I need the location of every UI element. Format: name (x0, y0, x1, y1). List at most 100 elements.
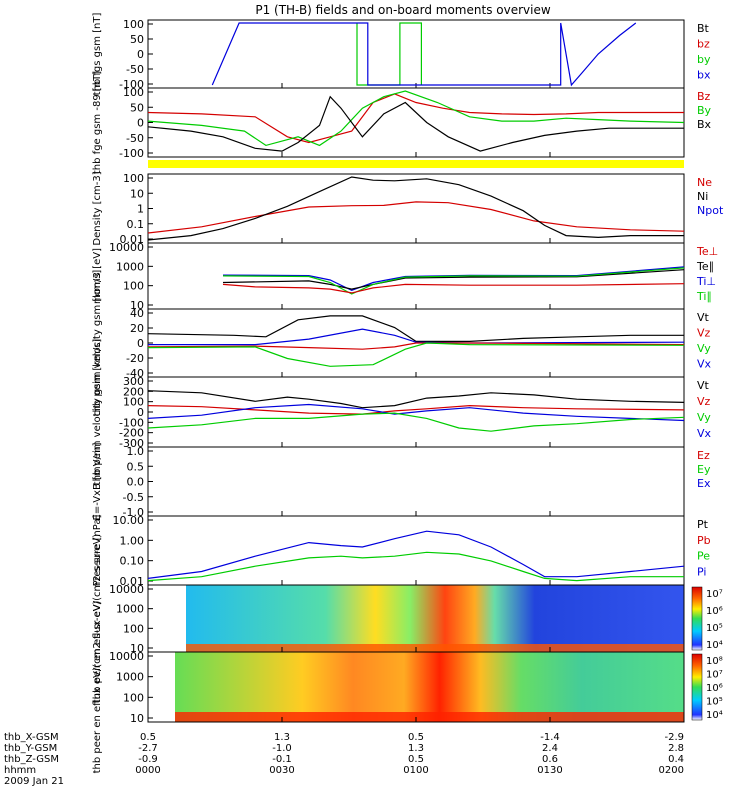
series-line-Bx (147, 95, 684, 152)
y-tick-label: 10 (130, 642, 144, 655)
y-tick-label: 10000 (109, 650, 144, 663)
y-tick-label: 1000 (116, 260, 144, 273)
footer-value: 0030 (269, 765, 294, 776)
y-axis-label: Pressure [nPa] (92, 515, 103, 587)
y-tick-label: 10 (130, 299, 144, 312)
legend-entry: Pb (697, 534, 711, 547)
y-tick-label: 0.1 (127, 218, 145, 231)
y-axis-label: thb peim velocity gsm [km/s] (92, 270, 103, 417)
y-tick-label: 0.01 (120, 575, 145, 588)
y-tick-label: 10 (130, 187, 144, 200)
spectrogram (175, 652, 684, 722)
y-tick-label: -1.0 (123, 506, 144, 519)
legend-entry: Te⊥ (696, 245, 718, 258)
y-tick-label: 0.0 (127, 476, 145, 489)
series-line-Pi (147, 530, 685, 579)
footer-value: -0.1 (272, 754, 292, 765)
y-axis-label: thb fgs gsm [nT] (92, 13, 103, 96)
footer-value: 2.8 (668, 743, 684, 754)
colorbar-tick-label: 10⁴ (706, 710, 723, 721)
footer-value: 0130 (537, 765, 562, 776)
y-tick-label: 200 (123, 385, 144, 398)
series-line-Te⊥ (222, 283, 685, 294)
y-tick-label: 0 (137, 406, 144, 419)
y-tick-label: 0.10 (120, 555, 145, 568)
legend-entry: Ne (697, 176, 712, 189)
y-tick-label: 0 (137, 48, 144, 61)
spectrogram-low-energy-band (175, 712, 684, 722)
legend-entry: Vx (697, 358, 712, 371)
footer-row-label: thb_Z-GSM (4, 754, 59, 765)
footer-value: -1.0 (272, 743, 292, 754)
footer-value: -2.9 (664, 732, 684, 743)
legend-entry: Ti⊥ (696, 275, 716, 288)
footer-row-label: 2009 Jan 21 (4, 776, 64, 787)
legend-entry: Bz (697, 90, 711, 103)
y-tick-label: 100 (123, 622, 144, 635)
panel-1: 100 50 0 -50 -100 thb fgs gsm [nT] Bt bz by bx (92, 13, 711, 96)
y-tick-label: -100 (119, 147, 144, 160)
legend-entry: Bt (697, 22, 710, 35)
legend-entry: Ey (697, 463, 711, 476)
y-tick-label: 40 (130, 307, 144, 320)
legend-entry: Pt (697, 518, 709, 531)
colorbar (691, 653, 703, 721)
footer-value: 2.4 (542, 743, 558, 754)
footer-value: 1.3 (274, 732, 290, 743)
series-line-Vt (147, 315, 684, 342)
y-tick-label: -50 (126, 63, 144, 76)
footer-value: 0.4 (668, 754, 684, 765)
y-tick-label: 10000 (109, 583, 144, 596)
colorbar-tick-label: 10⁴ (706, 640, 723, 651)
series-line-Pe (147, 551, 684, 582)
panel-frame (147, 173, 685, 244)
y-tick-label: 1 (137, 203, 144, 216)
y-tick-label: 0 (137, 117, 144, 130)
colorbar-tick-label: 10⁵ (706, 697, 723, 708)
footer-row-label: thb_X-GSM (4, 732, 59, 743)
y-tick-label: -0.5 (123, 491, 144, 504)
y-tick-label: 300 (123, 375, 144, 388)
series-line-Vy (147, 412, 685, 432)
series-line-Ne (147, 201, 685, 234)
colorbar-tick-label: 10⁷ (706, 589, 723, 600)
y-tick-label: 1000 (116, 671, 144, 684)
y-tick-label: 10 (130, 712, 144, 725)
footer-value: -2.7 (138, 743, 158, 754)
y-tick-label: 50 (130, 33, 144, 46)
y-tick-label: 100 (123, 86, 144, 99)
legend-entry: Ni (697, 190, 708, 203)
colorbar-tick-label: 10⁵ (706, 623, 723, 634)
legend-entry: Vy (697, 411, 711, 424)
y-tick-label: 100 (123, 396, 144, 409)
y-tick-label: -300 (119, 437, 144, 450)
footer-row-label: thb_Y-GSM (4, 743, 57, 754)
series-line-Vt (147, 390, 685, 409)
y-tick-label: 10000 (109, 241, 144, 254)
series-line-Vy (147, 342, 685, 367)
spectrogram (186, 585, 684, 652)
y-tick-label: 1000 (116, 603, 144, 616)
legend-entry: Ez (697, 449, 710, 462)
y-tick-label: -40 (126, 367, 144, 380)
series-line-Vz (147, 404, 685, 415)
series-line-Vx (148, 328, 685, 346)
legend-entry: bx (697, 69, 711, 82)
footer-value: -0.9 (138, 754, 158, 765)
y-tick-label: 20 (130, 322, 144, 335)
legend-entry: Pi (697, 565, 706, 578)
footer-value: -1.4 (540, 732, 560, 743)
legend-entry: Vy (697, 342, 711, 355)
y-tick-label: 1.0 (127, 445, 145, 458)
y-tick-label: 0.5 (127, 460, 145, 473)
quality-flag-bar (148, 160, 684, 168)
y-tick-label: -50 (126, 132, 144, 145)
legend-entry: Vz (697, 327, 711, 340)
spectrogram-low-energy-band (186, 644, 684, 652)
legend-entry: Vt (697, 311, 710, 324)
